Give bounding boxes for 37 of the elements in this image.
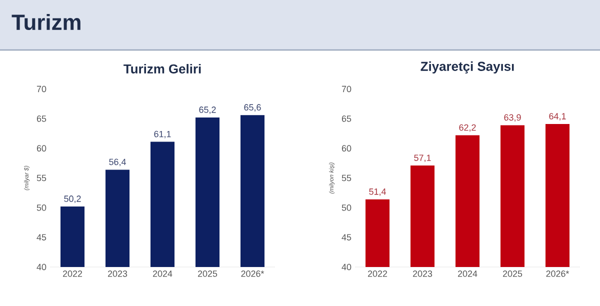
chart-title: Turizm Geliri [124, 64, 201, 74]
data-label: 63,9 [504, 114, 521, 122]
x-tick-label: 2026* [546, 270, 570, 277]
y-tick-label: 40 [36, 264, 46, 270]
x-tick-label: 2026* [241, 270, 264, 277]
x-tick-label: 2023 [108, 270, 128, 277]
x-tick-label: 2022 [62, 270, 82, 277]
chart-title: Ziyaretçi Sayısı [420, 61, 514, 74]
y-tick-label: 65 [342, 115, 352, 122]
data-label: 56,4 [109, 158, 126, 166]
y-tick-label: 70 [36, 86, 46, 92]
y-tick-label: 50 [36, 204, 46, 211]
y-tick-label: 60 [36, 145, 46, 152]
x-tick-label: 2024 [458, 270, 478, 277]
data-label: 50,2 [64, 196, 81, 203]
data-label: 57,1 [414, 154, 431, 162]
data-label: 51,4 [369, 188, 386, 196]
y-tick-label: 50 [342, 204, 352, 211]
y-tick-label: 65 [36, 115, 46, 122]
x-tick-label: 2024 [152, 270, 172, 277]
y-tick-label: 70 [342, 86, 352, 92]
y-tick-label: 40 [342, 264, 352, 270]
x-tick-label: 2025 [198, 270, 218, 277]
y-tick-label: 45 [36, 234, 46, 240]
x-tick-label: 2023 [412, 270, 432, 277]
data-label: 62,2 [459, 124, 476, 132]
data-label: 64,1 [549, 113, 566, 120]
x-tick-label: 2022 [368, 270, 388, 277]
text: Turizm [12, 14, 80, 30]
y-tick-label: 55 [342, 174, 352, 182]
y-tick-label: 55 [36, 174, 46, 182]
x-tick-label: 2025 [502, 270, 522, 277]
data-label: 65,6 [244, 104, 261, 112]
y-tick-label: 60 [342, 145, 352, 152]
data-label: 65,2 [199, 106, 216, 114]
y-tick-label: 45 [342, 234, 352, 240]
data-label: 61,1 [154, 130, 171, 138]
